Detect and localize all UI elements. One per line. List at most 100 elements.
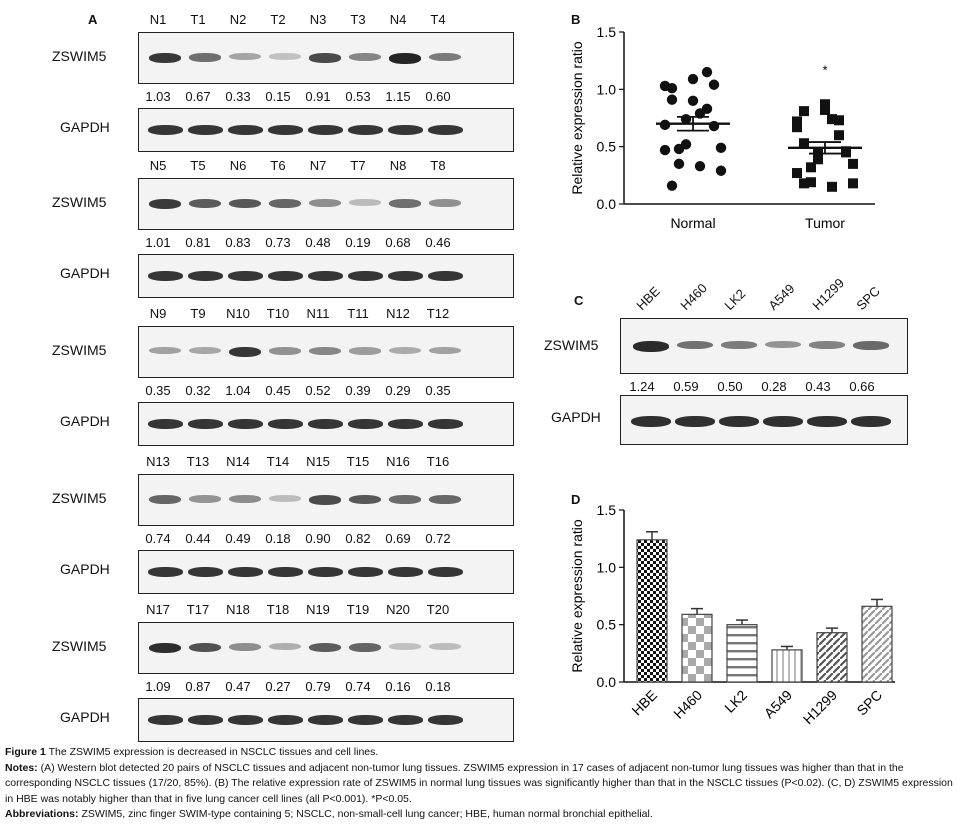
lane-label: T19 <box>346 602 370 617</box>
zswim5-row-label: ZSWIM5 <box>52 490 107 506</box>
control-band <box>348 567 383 577</box>
control-band <box>228 567 263 577</box>
protein-band <box>309 347 341 356</box>
control-band <box>348 271 383 281</box>
category-label: Normal <box>670 215 715 231</box>
cell-line-lane-label: H460 <box>677 280 710 313</box>
relative-value: 0.33 <box>225 89 251 104</box>
control-band <box>388 567 423 577</box>
control-band <box>388 715 423 725</box>
tumor-data-point <box>820 99 830 110</box>
lane-label: N10 <box>226 306 250 321</box>
tumor-data-point <box>792 122 802 133</box>
relative-value: 0.16 <box>385 679 411 694</box>
zswim5-blot <box>138 474 514 526</box>
protein-band <box>189 53 221 62</box>
protein-band <box>721 341 757 349</box>
control-band <box>428 567 463 577</box>
tumor-data-point <box>827 181 837 192</box>
category-label: Tumor <box>805 215 845 231</box>
lane-label: N19 <box>306 602 330 617</box>
lane-label: T3 <box>350 12 366 27</box>
relative-value: 0.27 <box>265 679 291 694</box>
lane-label: T15 <box>346 454 370 469</box>
protein-band <box>389 347 421 355</box>
lane-label: T9 <box>190 306 206 321</box>
relative-value: 0.39 <box>345 383 371 398</box>
gapdh-row-label: GAPDH <box>60 119 110 135</box>
protein-band <box>389 643 421 650</box>
cell-line-lane-label: SPC <box>853 283 883 313</box>
control-band <box>148 567 183 577</box>
normal-data-point <box>708 79 720 90</box>
lane-label: T13 <box>186 454 210 469</box>
control-band <box>228 419 263 429</box>
relative-value: 0.67 <box>185 89 211 104</box>
relative-value: 0.53 <box>345 89 371 104</box>
relative-value: 0.68 <box>385 235 411 250</box>
control-band <box>348 419 383 429</box>
relative-value: 0.60 <box>425 89 451 104</box>
protein-band <box>389 199 421 208</box>
tumor-data-point <box>792 168 802 179</box>
control-band <box>148 419 183 429</box>
control-band <box>388 271 423 281</box>
protein-band <box>189 495 221 503</box>
panel-b-letter: B <box>571 12 581 27</box>
control-band <box>763 416 803 427</box>
protein-band <box>429 347 461 355</box>
protein-band <box>229 643 261 651</box>
relative-value: 0.91 <box>305 89 331 104</box>
relative-value: 0.73 <box>265 235 291 250</box>
control-band <box>428 419 463 429</box>
figure-caption: Figure 1 The ZSWIM5 expression is decrea… <box>5 745 953 823</box>
relative-value: 1.03 <box>145 89 171 104</box>
relative-value: 0.46 <box>425 235 451 250</box>
lane-label: N6 <box>229 158 247 173</box>
control-band <box>428 715 463 725</box>
lane-label: T14 <box>266 454 290 469</box>
normal-data-point <box>673 158 685 170</box>
protein-band <box>765 341 801 349</box>
panel-d-letter: D <box>571 492 581 507</box>
normal-data-point <box>666 82 678 94</box>
control-band <box>148 715 183 725</box>
protein-band <box>349 495 381 505</box>
lane-label: N14 <box>226 454 250 469</box>
protein-band <box>853 341 889 350</box>
caption-title: Figure 1 The ZSWIM5 expression is decrea… <box>5 746 379 758</box>
control-band <box>188 419 223 429</box>
y-tick-label: 1.5 <box>597 502 617 518</box>
bar-hbe <box>636 539 668 683</box>
relative-value: 0.59 <box>673 379 699 394</box>
tumor-data-point <box>820 104 830 115</box>
relative-value: 0.44 <box>185 531 211 546</box>
protein-band <box>677 341 713 350</box>
relative-value: 0.48 <box>305 235 331 250</box>
lane-label: N16 <box>386 454 410 469</box>
gapdh-blot <box>138 402 514 446</box>
cell-line-lane-label: LK2 <box>721 286 749 313</box>
relative-value: 1.15 <box>385 89 411 104</box>
bar-h1299 <box>816 632 848 683</box>
control-band <box>428 125 463 135</box>
lane-label: T11 <box>347 306 369 321</box>
relative-value: 0.49 <box>225 531 251 546</box>
normal-data-point <box>715 165 727 176</box>
relative-value: 0.15 <box>265 89 291 104</box>
control-band <box>719 416 759 427</box>
normal-data-point <box>701 66 713 78</box>
lane-label: N3 <box>309 12 327 27</box>
zswim5-blot <box>138 326 514 378</box>
control-band <box>268 419 303 429</box>
protein-band <box>349 199 381 206</box>
control-band <box>268 125 303 135</box>
gapdh-row-label: GAPDH <box>60 709 110 725</box>
control-band <box>188 715 223 725</box>
protein-band <box>349 643 381 652</box>
tumor-data-point <box>806 162 816 173</box>
category-label: H460 <box>670 687 705 722</box>
y-tick-label: 1.0 <box>597 559 617 575</box>
bar-a549 <box>771 649 803 683</box>
control-band <box>228 271 263 281</box>
